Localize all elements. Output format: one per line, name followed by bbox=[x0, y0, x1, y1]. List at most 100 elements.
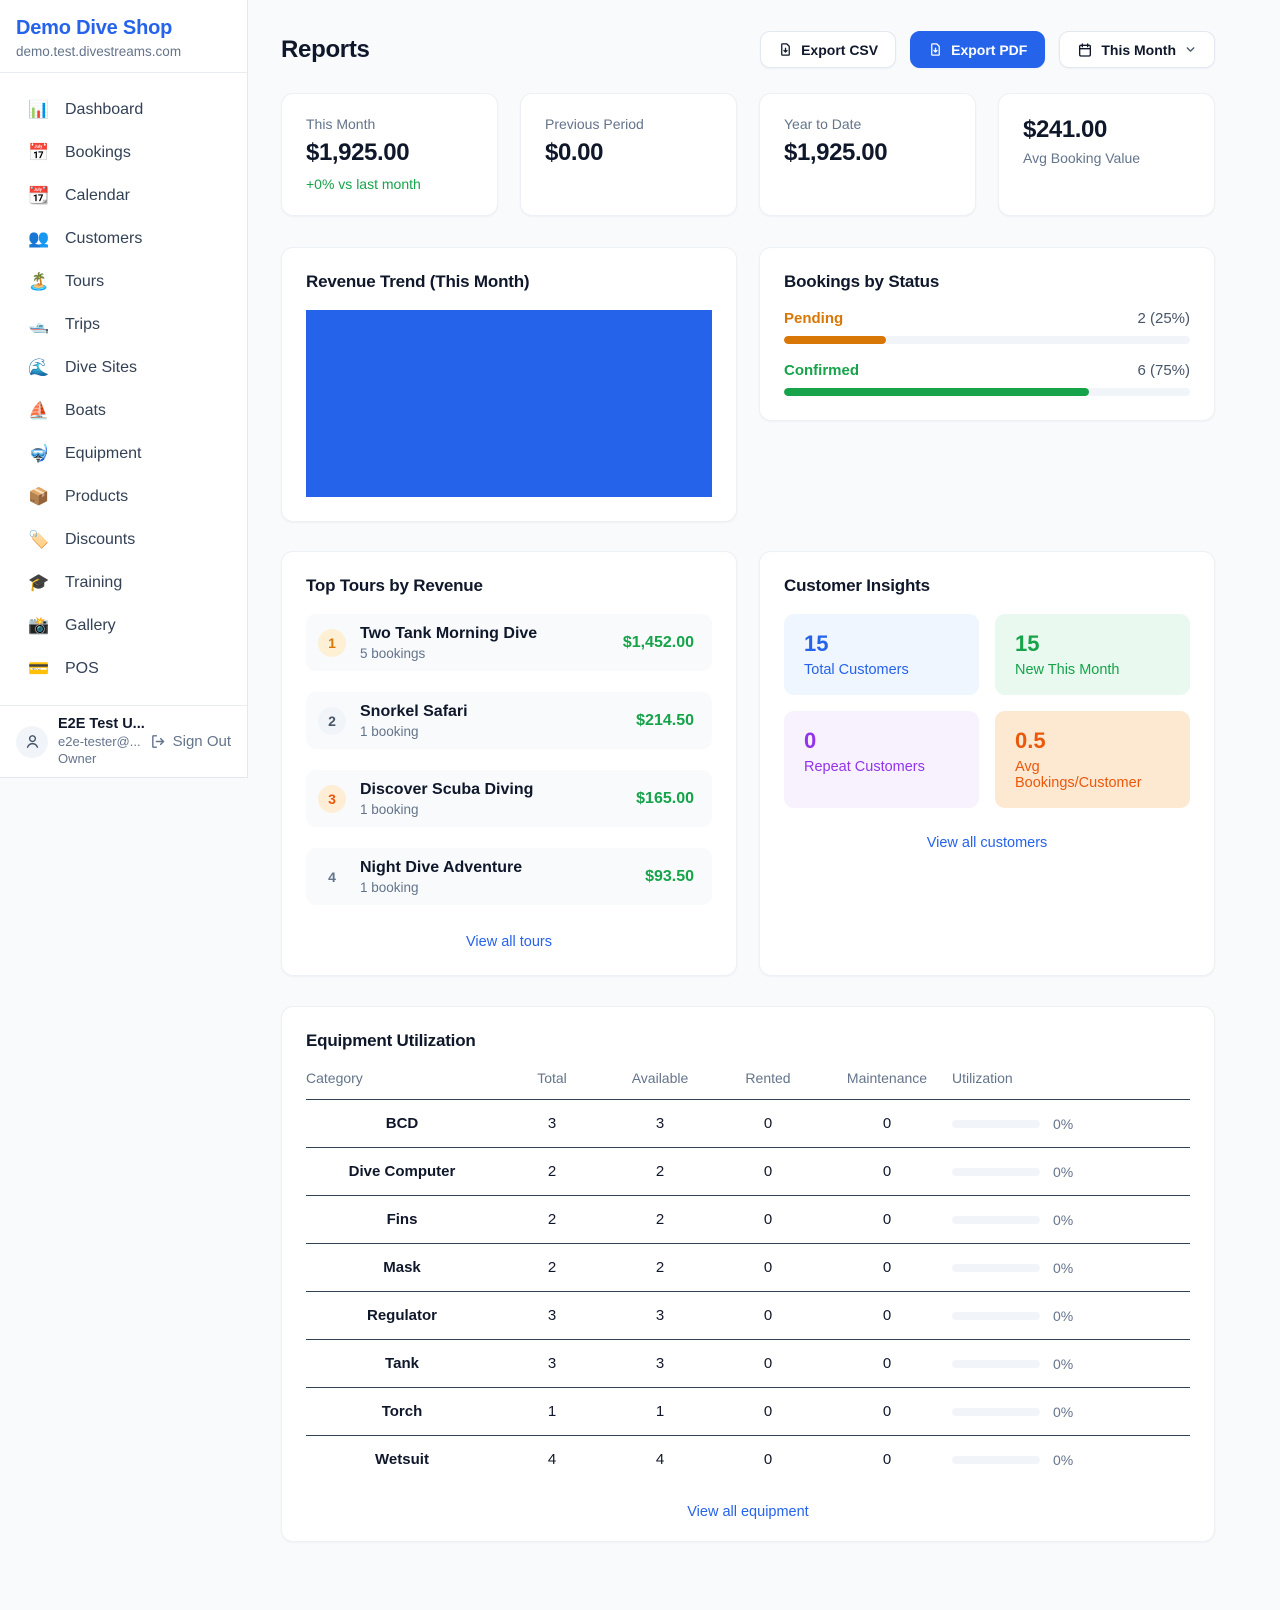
file-download-icon bbox=[931, 43, 940, 56]
sidebar-item-pos[interactable]: 💳 POS bbox=[16, 649, 231, 689]
user-panel: E2E Test U... e2e-tester@... Owner Sign … bbox=[0, 705, 247, 777]
sidebar-item-label: Discounts bbox=[65, 531, 136, 548]
tour-revenue: $165.00 bbox=[636, 789, 694, 807]
column-header-total: Total bbox=[498, 1070, 606, 1100]
top-tours-card: Top Tours by Revenue 1 Two Tank Morning … bbox=[281, 551, 737, 976]
speedboat-icon: 🛥️ bbox=[28, 315, 50, 334]
insight-value: 15 bbox=[1015, 631, 1040, 656]
period-selector[interactable]: This Month bbox=[1059, 31, 1215, 68]
tour-list: 1 Two Tank Morning Dive 5 bookings $1,45… bbox=[306, 614, 712, 905]
status-label: Pending bbox=[784, 310, 844, 327]
cell-rented: 0 bbox=[714, 1339, 822, 1388]
sidebar-item-trips[interactable]: 🛥️ Trips bbox=[16, 305, 231, 345]
utilization-bar-track bbox=[952, 1455, 1040, 1464]
cell-available: 3 bbox=[606, 1099, 714, 1148]
sidebar-item-boats[interactable]: ⛵ Boats bbox=[16, 391, 231, 431]
wave-icon: 🌊 bbox=[28, 358, 50, 377]
cell-utilization: 0% bbox=[952, 1147, 1190, 1196]
sign-out-button[interactable]: Sign Out bbox=[150, 733, 231, 750]
sidebar-item-equipment[interactable]: 🤿 Equipment bbox=[16, 434, 231, 474]
utilization-bar-track bbox=[952, 1407, 1040, 1416]
cell-category: BCD bbox=[306, 1099, 498, 1148]
cell-rented: 0 bbox=[714, 1243, 822, 1292]
tour-list-item[interactable]: 4 Night Dive Adventure 1 booking $93.50 bbox=[306, 848, 712, 905]
sidebar-item-label: Products bbox=[65, 488, 129, 505]
sailboat-icon: ⛵ bbox=[28, 401, 50, 420]
cell-total: 2 bbox=[498, 1195, 606, 1244]
export-csv-button[interactable]: Export CSV bbox=[760, 31, 897, 68]
insight-label: Avg Bookings/Customer bbox=[1015, 759, 1142, 791]
mid-row: Top Tours by Revenue 1 Two Tank Morning … bbox=[281, 551, 1215, 976]
view-all-customers-link[interactable]: View all customers bbox=[926, 835, 1048, 851]
sidebar-item-training[interactable]: 🎓 Training bbox=[16, 563, 231, 603]
tour-list-item[interactable]: 1 Two Tank Morning Dive 5 bookings $1,45… bbox=[306, 614, 712, 671]
tour-revenue: $1,452.00 bbox=[622, 633, 694, 651]
tear-calendar-icon: 📆 bbox=[28, 186, 50, 205]
sidebar-item-dashboard[interactable]: 📊 Dashboard bbox=[16, 90, 231, 130]
cell-rented: 0 bbox=[714, 1099, 822, 1148]
status-label: Confirmed bbox=[784, 362, 859, 379]
stat-value: $241.00 bbox=[1023, 116, 1107, 143]
tour-list-item[interactable]: 3 Discover Scuba Diving 1 booking $165.0… bbox=[306, 770, 712, 827]
calendar-17-icon: 📅 bbox=[28, 143, 50, 162]
tour-name: Snorkel Safari bbox=[360, 702, 468, 720]
utilization-text: 0% bbox=[1053, 1211, 1074, 1228]
cell-maintenance: 0 bbox=[822, 1291, 952, 1340]
sidebar-item-products[interactable]: 📦 Products bbox=[16, 477, 231, 517]
insight-repeat-customers: 0 Repeat Customers bbox=[784, 711, 979, 808]
utilization-text: 0% bbox=[1053, 1355, 1074, 1372]
tour-revenue: $93.50 bbox=[645, 867, 694, 885]
sidebar-item-tours[interactable]: 🏝️ Tours bbox=[16, 262, 231, 302]
tour-name: Discover Scuba Diving bbox=[360, 780, 534, 798]
sidebar-item-customers[interactable]: 👥 Customers bbox=[16, 219, 231, 259]
view-all-equipment-link[interactable]: View all equipment bbox=[687, 1504, 809, 1520]
table-row: Torch 1 1 0 0 0% bbox=[306, 1387, 1190, 1436]
cell-utilization: 0% bbox=[952, 1099, 1190, 1148]
stat-label: Previous Period bbox=[545, 116, 644, 132]
tour-name: Night Dive Adventure bbox=[360, 858, 523, 876]
sidebar-item-bookings[interactable]: 📅 Bookings bbox=[16, 133, 231, 173]
column-header-rented: Rented bbox=[714, 1070, 822, 1100]
cell-rented: 0 bbox=[763, 1451, 773, 1468]
top-tours-title: Top Tours by Revenue bbox=[306, 576, 483, 595]
sidebar-item-gallery[interactable]: 📸 Gallery bbox=[16, 606, 231, 646]
cell-rented: 0 bbox=[714, 1387, 822, 1436]
stat-label: This Month bbox=[306, 116, 376, 132]
utilization-text: 0% bbox=[1053, 1163, 1074, 1180]
grad-cap-icon: 🎓 bbox=[28, 573, 50, 592]
sidebar-item-calendar[interactable]: 📆 Calendar bbox=[16, 176, 231, 216]
table-row: BCD 3 3 0 0 0% bbox=[306, 1099, 1190, 1148]
table-row: Wetsuit 4 4 0 0 0% bbox=[306, 1436, 1190, 1484]
insight-value: 15 bbox=[804, 631, 829, 656]
sidebar-item-label: Dive Sites bbox=[65, 359, 138, 376]
tour-revenue: $214.50 bbox=[636, 711, 694, 729]
export-csv-label: Export CSV bbox=[801, 41, 879, 58]
sidebar-item-label: Customers bbox=[65, 230, 143, 247]
brand-name[interactable]: Demo Dive Shop bbox=[16, 17, 173, 39]
column-header-utilization: Utilization bbox=[952, 1070, 1190, 1100]
camera-icon: 📸 bbox=[28, 616, 50, 635]
sidebar-item-label: POS bbox=[65, 660, 99, 677]
sidebar-item-label: Equipment bbox=[65, 445, 142, 462]
cell-rented: 0 bbox=[714, 1291, 822, 1340]
sidebar-item-label: Tours bbox=[65, 273, 105, 290]
cell-total: 3 bbox=[498, 1099, 606, 1148]
people-icon: 👥 bbox=[28, 229, 50, 248]
equipment-table: Category Total Available Rented Maintena… bbox=[306, 1070, 1190, 1483]
brand: Demo Dive Shop demo.test.divestreams.com bbox=[0, 0, 247, 73]
sidebar-item-discounts[interactable]: 🏷️ Discounts bbox=[16, 520, 231, 560]
sidebar-item-label: Gallery bbox=[65, 617, 116, 634]
stat-card-this-month: This Month $1,925.00 +0% vs last month bbox=[281, 93, 498, 216]
tour-list-item[interactable]: 2 Snorkel Safari 1 booking $214.50 bbox=[306, 692, 712, 749]
sidebar-item-label: Bookings bbox=[65, 144, 131, 161]
status-bar-track bbox=[784, 388, 1190, 396]
sidebar-item-dive-sites[interactable]: 🌊 Dive Sites bbox=[16, 348, 231, 388]
cell-available: 1 bbox=[606, 1387, 714, 1436]
view-all-tours-link[interactable]: View all tours bbox=[466, 934, 552, 950]
package-icon: 📦 bbox=[28, 487, 50, 506]
insight-label: New This Month bbox=[1015, 662, 1120, 678]
utilization-text: 0% bbox=[1053, 1259, 1074, 1276]
cell-utilization: 0% bbox=[952, 1291, 1190, 1340]
user-role: Owner bbox=[58, 751, 97, 767]
export-pdf-button[interactable]: Export PDF bbox=[910, 31, 1046, 68]
